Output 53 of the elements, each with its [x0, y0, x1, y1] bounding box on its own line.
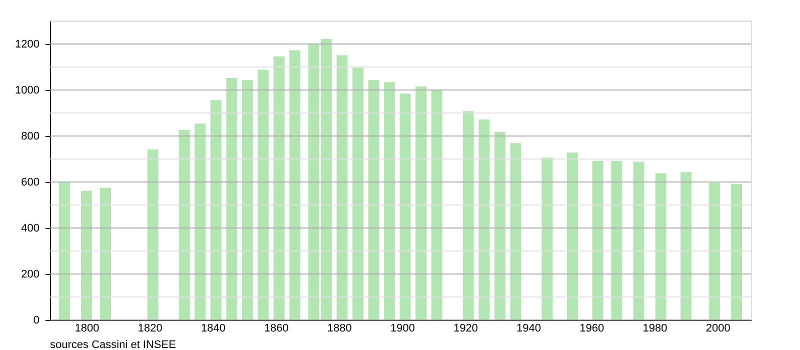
bar	[242, 80, 253, 320]
x-tick-label: 2000	[706, 322, 730, 334]
y-tick-label: 1000	[15, 84, 40, 96]
bar	[494, 132, 506, 320]
bar	[431, 90, 442, 320]
bar	[510, 143, 522, 320]
bar	[194, 124, 206, 320]
x-tick-label: 1860	[264, 322, 289, 334]
bar	[611, 160, 622, 320]
bar	[58, 182, 70, 320]
x-tick-label: 1800	[74, 322, 100, 334]
bar	[400, 94, 411, 320]
x-tick-label: 1840	[201, 322, 226, 334]
bar	[147, 149, 158, 320]
bar	[542, 158, 553, 320]
source-note: sources Cassini et INSEE	[50, 339, 176, 350]
x-tick-label: 1900	[390, 322, 415, 334]
y-tick-label: 200	[21, 268, 40, 280]
y-tick-label: 0	[33, 314, 40, 326]
bar	[320, 38, 332, 320]
y-tick-label: 400	[21, 222, 40, 234]
y-tick-label: 800	[21, 130, 40, 142]
bar	[226, 78, 238, 320]
x-tick-label: 1880	[327, 322, 352, 334]
bar	[633, 162, 644, 320]
y-tick-label: 1200	[15, 38, 40, 50]
bar	[655, 173, 666, 320]
bar	[210, 100, 222, 320]
y-tick-label: 600	[21, 176, 40, 188]
bar	[274, 56, 285, 320]
bar	[416, 86, 427, 320]
bar	[178, 130, 190, 320]
x-tick-label: 1960	[580, 322, 604, 334]
bar	[731, 184, 742, 320]
x-tick-label: 1940	[516, 322, 542, 334]
bar	[336, 55, 348, 320]
bar	[566, 152, 578, 320]
bar	[258, 70, 269, 320]
bar	[100, 188, 111, 320]
x-tick-label: 1980	[642, 322, 668, 334]
bar	[708, 182, 720, 320]
bar	[308, 44, 320, 320]
bar	[592, 160, 604, 320]
bar	[462, 111, 474, 320]
x-tick-label: 1920	[453, 322, 478, 334]
bar	[289, 50, 300, 320]
bar	[478, 119, 490, 320]
bar	[352, 68, 364, 320]
bar	[680, 172, 692, 320]
bar	[384, 82, 395, 320]
x-tick-label: 1820	[138, 322, 162, 334]
bar	[81, 190, 92, 320]
bar	[368, 80, 380, 320]
